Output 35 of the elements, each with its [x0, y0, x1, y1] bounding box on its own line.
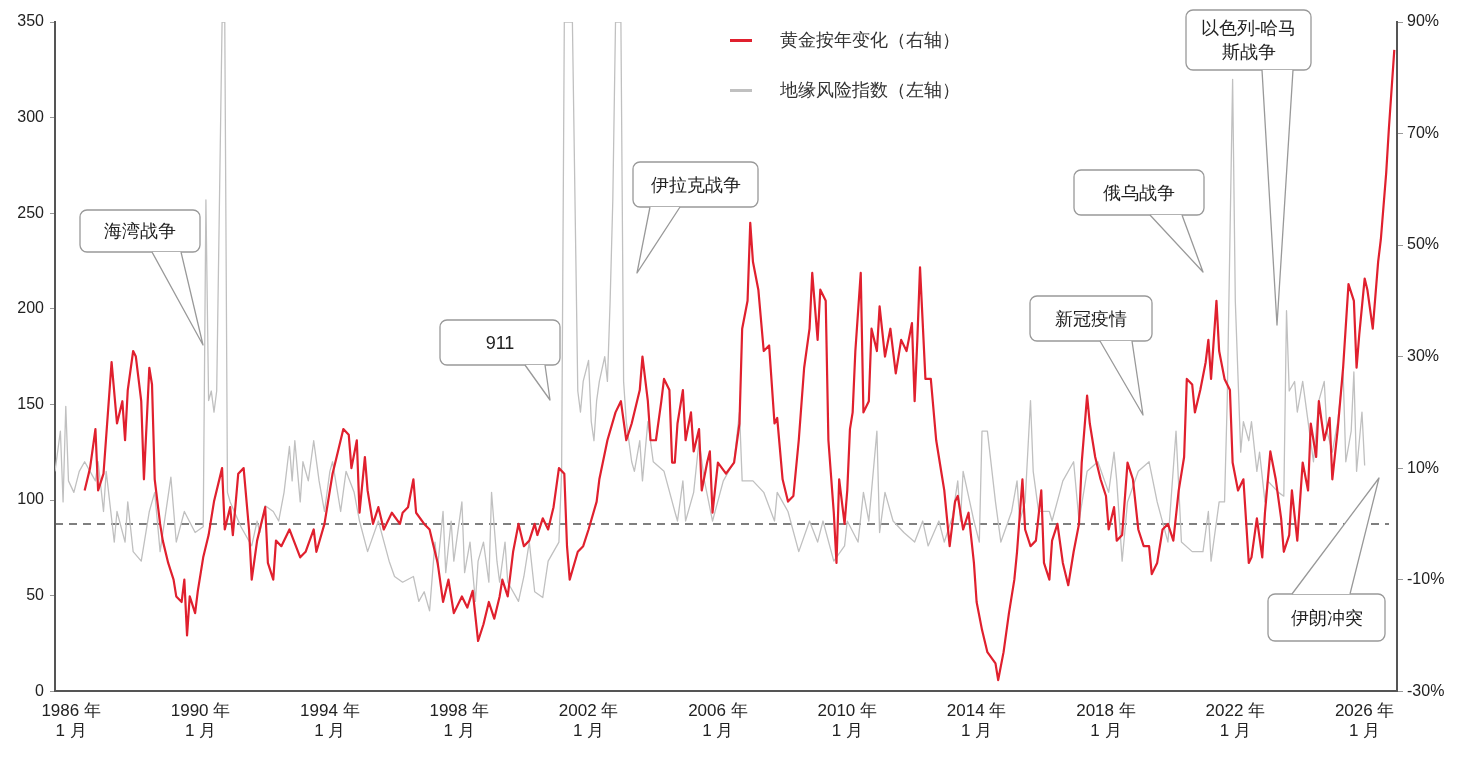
y2-tick-label: -10% [1407, 570, 1445, 588]
y-tick-label: 50 [26, 586, 45, 604]
y2-tick-label: -30% [1407, 681, 1445, 699]
y-tick-label: 350 [17, 12, 45, 30]
annotation: 以色列-哈马斯战争 [1199, 17, 1298, 64]
annotation: 新冠疫情 [1054, 307, 1128, 331]
y2-tick-label: 90% [1407, 12, 1440, 30]
legend-label: 黄金按年变化（右轴） [780, 29, 960, 52]
annotation: 伊朗冲突 [1289, 606, 1364, 630]
y-tick-label: 100 [17, 490, 45, 508]
y-tick-label: 0 [35, 681, 45, 699]
x-tick-label: 1990 年 1 月 [170, 701, 231, 741]
x-tick-label: 2006 年 1 月 [688, 701, 748, 741]
x-tick-label: 2018 年 1 月 [1076, 701, 1136, 741]
y2-tick-label: 30% [1407, 347, 1440, 365]
annotation: 俄乌战争 [1102, 181, 1176, 205]
y2-tick-label: 50% [1407, 235, 1440, 253]
y-tick-label: 300 [17, 108, 45, 126]
y2-tick-label: 70% [1407, 123, 1440, 141]
x-tick-label: 1998 年 1 月 [429, 701, 489, 741]
x-tick-label: 1994 年 1 月 [300, 701, 360, 741]
y-tick-label: 250 [17, 203, 45, 221]
y-tick-label: 150 [17, 394, 45, 412]
x-tick-label: 2022 年 1 月 [1205, 701, 1266, 741]
legend-label: 地缘风险指数（左轴） [780, 79, 960, 102]
x-tick-label: 2026 年 1 月 [1334, 701, 1395, 741]
annotation: 伊拉克战争 [649, 173, 742, 197]
annotation: 海湾战争 [103, 220, 177, 243]
y2-tick-label: 10% [1407, 458, 1440, 476]
x-tick-label: 2010 年 1 月 [817, 701, 878, 741]
x-tick-label: 2002 年 1 月 [558, 701, 619, 741]
x-tick-label: 2014 年 1 月 [946, 701, 1007, 741]
annotation: 911 [484, 331, 516, 355]
y-tick-label: 200 [17, 299, 45, 317]
x-tick-label: 1986 年 1 月 [41, 701, 101, 741]
